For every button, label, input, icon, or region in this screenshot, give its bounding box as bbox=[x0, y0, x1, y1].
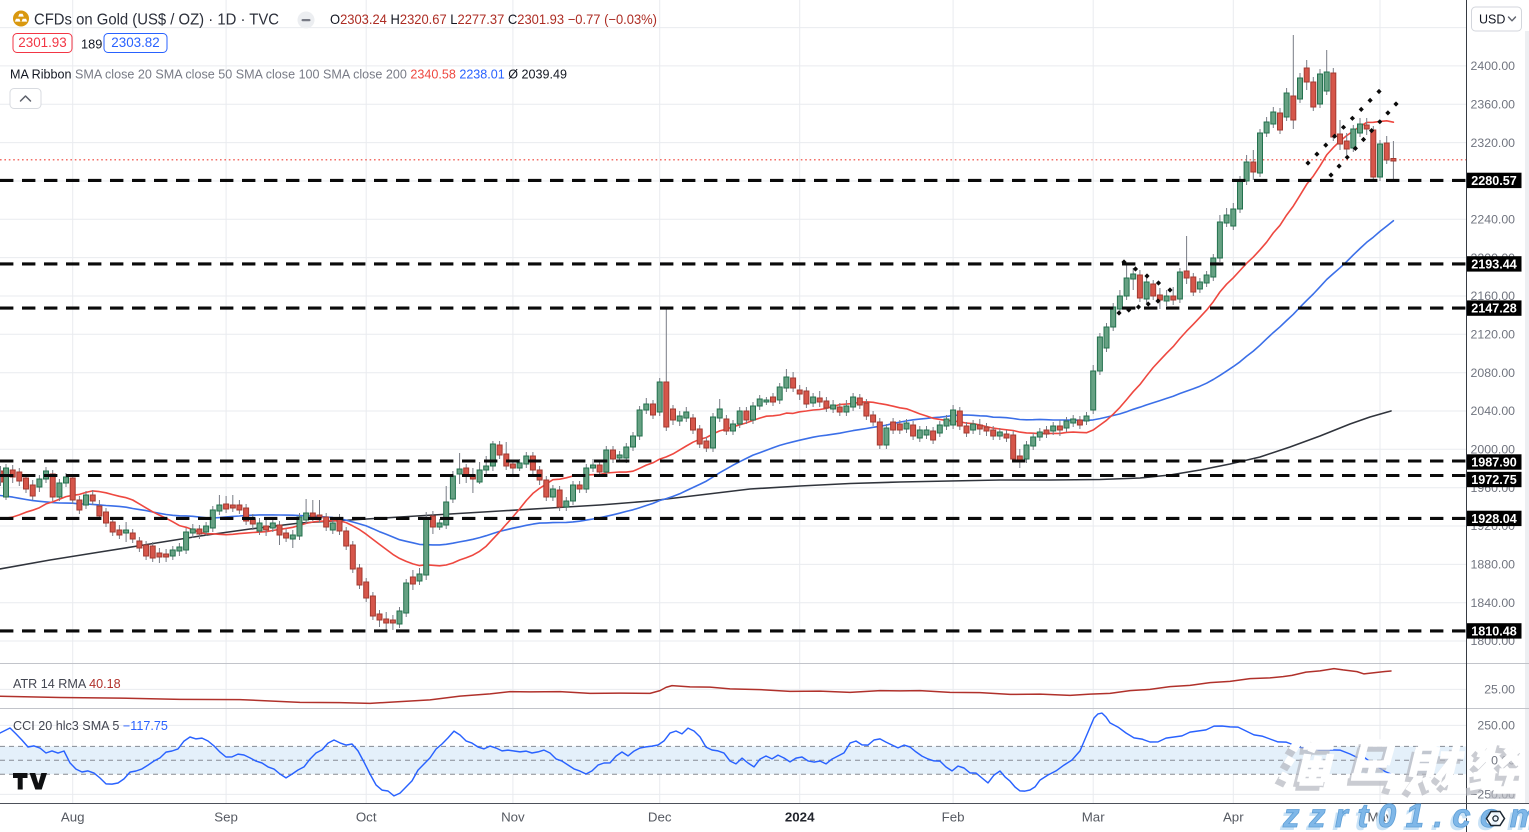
svg-text:1987.90: 1987.90 bbox=[1471, 455, 1517, 469]
svg-text:2303.82: 2303.82 bbox=[111, 35, 159, 50]
svg-text:1810.48: 1810.48 bbox=[1471, 624, 1517, 638]
svg-text:CCI 20 hlc3 SMA 5 −117.75: CCI 20 hlc3 SMA 5 −117.75 bbox=[13, 719, 168, 733]
svg-text:2360.00: 2360.00 bbox=[1471, 97, 1516, 111]
svg-text:Feb: Feb bbox=[942, 810, 965, 825]
svg-text:1840.00: 1840.00 bbox=[1471, 596, 1516, 610]
svg-text:Mar: Mar bbox=[1082, 810, 1105, 825]
svg-text:CFDs on Gold (US$ / OZ) · 1D ·: CFDs on Gold (US$ / OZ) · 1D · TVC bbox=[34, 12, 279, 29]
svg-text:USD: USD bbox=[1479, 13, 1505, 27]
svg-text:2120.00: 2120.00 bbox=[1471, 328, 1516, 342]
svg-text:O2303.24 H2320.67 L2277.37 C23: O2303.24 H2320.67 L2277.37 C2301.93 −0.7… bbox=[330, 12, 657, 27]
svg-text:2080.00: 2080.00 bbox=[1471, 366, 1516, 380]
svg-text:189: 189 bbox=[81, 37, 102, 52]
svg-text:Apr: Apr bbox=[1223, 810, 1244, 825]
svg-text:ATR 14 RMA 40.18: ATR 14 RMA 40.18 bbox=[13, 677, 121, 691]
svg-text:2160.00: 2160.00 bbox=[1471, 289, 1516, 303]
svg-text:2320.00: 2320.00 bbox=[1471, 136, 1516, 150]
svg-text:2280.57: 2280.57 bbox=[1471, 174, 1517, 188]
svg-text:1880.00: 1880.00 bbox=[1471, 558, 1516, 572]
svg-text:2147.28: 2147.28 bbox=[1471, 302, 1517, 316]
svg-text:250.00: 250.00 bbox=[1477, 719, 1515, 733]
svg-text:25.00: 25.00 bbox=[1484, 683, 1515, 697]
svg-text:2040.00: 2040.00 bbox=[1471, 404, 1516, 418]
svg-text:2400.00: 2400.00 bbox=[1471, 59, 1516, 73]
svg-text:Dec: Dec bbox=[648, 810, 672, 825]
svg-text:2240.00: 2240.00 bbox=[1471, 213, 1516, 227]
svg-text:May: May bbox=[1367, 810, 1392, 825]
svg-text:2193.44: 2193.44 bbox=[1471, 257, 1517, 271]
svg-text:2301.93: 2301.93 bbox=[18, 35, 66, 50]
svg-text:Aug: Aug bbox=[61, 810, 85, 825]
svg-text:Sep: Sep bbox=[214, 810, 238, 825]
svg-text:1928.04: 1928.04 bbox=[1471, 512, 1517, 526]
svg-text:1972.75: 1972.75 bbox=[1471, 473, 1517, 487]
svg-text:2000.00: 2000.00 bbox=[1471, 443, 1516, 457]
svg-text:MA Ribbon SMA close 20 SMA clo: MA Ribbon SMA close 20 SMA close 50 SMA … bbox=[10, 67, 567, 82]
svg-text:2024: 2024 bbox=[785, 810, 815, 825]
svg-text:zzrt01.com: zzrt01.com bbox=[1282, 797, 1529, 832]
svg-text:Oct: Oct bbox=[356, 810, 377, 825]
svg-text:Nov: Nov bbox=[501, 810, 525, 825]
